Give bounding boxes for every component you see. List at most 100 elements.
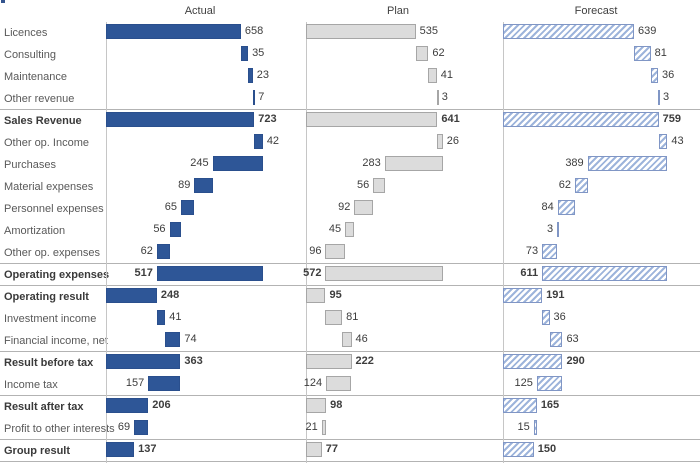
value-plan-licences: 535 — [419, 25, 439, 37]
value-forecast-other-op-income: 43 — [671, 135, 684, 147]
value-forecast-group-result: 150 — [537, 443, 557, 455]
bar-actual-other-op-expenses — [156, 244, 170, 259]
bar-forecast-amortization — [557, 222, 560, 237]
bar-forecast-consulting — [633, 46, 651, 61]
value-forecast-licences: 639 — [637, 25, 657, 37]
bar-plan-result-after-tax — [306, 398, 327, 413]
value-actual-operating-result: 248 — [160, 289, 180, 301]
row-label-operating-expenses: Operating expenses — [4, 269, 110, 281]
value-forecast-sales-revenue: 759 — [662, 113, 681, 125]
row-label-group-result: Group result — [4, 445, 71, 457]
column-header-actual: Actual — [184, 5, 216, 17]
bar-plan-operating-expenses — [325, 266, 443, 281]
bar-actual-operating-expenses — [156, 266, 263, 281]
bar-forecast-operating-expenses — [542, 266, 668, 281]
bar-forecast-result-after-tax — [503, 398, 537, 413]
value-forecast-financial-income-net: 63 — [566, 333, 579, 345]
bar-plan-other-op-income — [437, 134, 443, 149]
bar-actual-financial-income-net — [165, 332, 181, 347]
value-forecast-material-expenses: 62 — [558, 179, 571, 191]
bar-actual-income-tax — [148, 376, 181, 391]
value-plan-other-revenue: 3 — [441, 91, 448, 103]
bar-plan-other-revenue — [436, 90, 439, 105]
value-forecast-personnel-expenses: 84 — [541, 201, 554, 213]
bar-plan-operating-result — [306, 288, 326, 303]
row-label-consulting: Consulting — [4, 49, 56, 61]
value-actual-profit-to-other-interests: 69 — [117, 421, 131, 433]
bar-actual-operating-result — [106, 288, 157, 303]
axis-line-forecast — [503, 22, 504, 463]
bar-plan-consulting — [415, 46, 429, 61]
bar-actual-material-expenses — [194, 178, 213, 193]
row-label-result-before-tax: Result before tax — [4, 357, 94, 369]
bar-plan-amortization — [345, 222, 355, 237]
bar-plan-income-tax — [326, 376, 352, 391]
value-actual-result-before-tax: 363 — [184, 355, 203, 367]
bar-actual-result-before-tax — [106, 354, 181, 369]
value-actual-operating-expenses: 517 — [134, 267, 153, 279]
value-forecast-operating-expenses: 611 — [520, 267, 539, 279]
column-header-forecast: Forecast — [574, 5, 618, 17]
bar-forecast-operating-result — [503, 288, 543, 303]
row-label-material-expenses: Material expenses — [4, 181, 94, 193]
bar-actual-result-after-tax — [106, 398, 149, 413]
separator-line — [0, 439, 700, 440]
value-plan-profit-to-other-interests: 21 — [305, 421, 318, 433]
bar-plan-material-expenses — [373, 178, 385, 193]
value-plan-group-result: 77 — [325, 443, 339, 455]
value-forecast-other-op-expenses: 73 — [525, 245, 539, 257]
separator-line — [0, 395, 700, 396]
row-label-sales-revenue: Sales Revenue — [4, 115, 82, 127]
bar-plan-personnel-expenses — [354, 200, 374, 215]
value-actual-sales-revenue: 723 — [258, 113, 277, 125]
bar-actual-profit-to-other-interests — [134, 420, 149, 435]
row-label-operating-result: Operating result — [4, 291, 89, 303]
bar-forecast-sales-revenue — [503, 112, 659, 127]
bar-plan-other-op-expenses — [325, 244, 346, 259]
bar-plan-investment-income — [325, 310, 343, 325]
bar-actual-other-revenue — [252, 90, 255, 105]
bar-forecast-group-result — [503, 442, 534, 457]
row-label-licences: Licences — [4, 27, 48, 39]
value-plan-result-after-tax: 98 — [330, 399, 343, 411]
bar-forecast-financial-income-net — [549, 332, 563, 347]
value-actual-financial-income-net: 74 — [184, 333, 197, 345]
row-label-income-tax: Income tax — [4, 379, 58, 391]
value-plan-sales-revenue: 641 — [441, 113, 460, 125]
bar-actual-maintenance — [248, 68, 253, 83]
bar-plan-purchases — [384, 156, 443, 171]
value-plan-material-expenses: 56 — [357, 179, 370, 191]
value-forecast-result-before-tax: 290 — [566, 355, 585, 367]
bar-plan-profit-to-other-interests — [321, 420, 327, 435]
value-actual-material-expenses: 89 — [178, 179, 191, 191]
separator-line — [0, 351, 700, 352]
value-actual-group-result: 137 — [138, 443, 157, 455]
row-label-amortization: Amortization — [4, 225, 66, 237]
value-plan-other-op-expenses: 96 — [309, 245, 322, 257]
row-label-maintenance: Maintenance — [4, 71, 67, 83]
value-actual-income-tax: 157 — [125, 377, 145, 389]
bar-actual-consulting — [240, 46, 249, 61]
separator-line — [0, 285, 700, 286]
axis-line-plan — [306, 22, 307, 463]
bar-plan-financial-income-net — [342, 332, 352, 347]
column-header-plan: Plan — [386, 5, 410, 17]
value-forecast-investment-income: 36 — [553, 311, 566, 323]
bar-forecast-profit-to-other-interests — [533, 420, 537, 435]
value-plan-amortization: 45 — [328, 223, 342, 235]
value-actual-purchases: 245 — [190, 157, 209, 169]
bar-forecast-other-revenue — [657, 90, 660, 105]
value-plan-other-op-income: 26 — [446, 135, 459, 147]
value-forecast-amortization: 3 — [547, 223, 554, 235]
value-actual-maintenance: 23 — [256, 69, 270, 81]
bar-forecast-other-op-income — [658, 134, 668, 149]
bar-forecast-material-expenses — [574, 178, 588, 193]
bar-forecast-purchases — [587, 156, 668, 171]
value-plan-personnel-expenses: 92 — [338, 201, 351, 213]
bar-plan-licences — [306, 24, 416, 39]
bar-forecast-other-op-expenses — [542, 244, 558, 259]
bar-actual-sales-revenue — [106, 112, 255, 127]
value-forecast-other-revenue: 3 — [662, 91, 670, 103]
value-actual-personnel-expenses: 65 — [164, 201, 178, 213]
bar-plan-group-result — [306, 442, 322, 457]
